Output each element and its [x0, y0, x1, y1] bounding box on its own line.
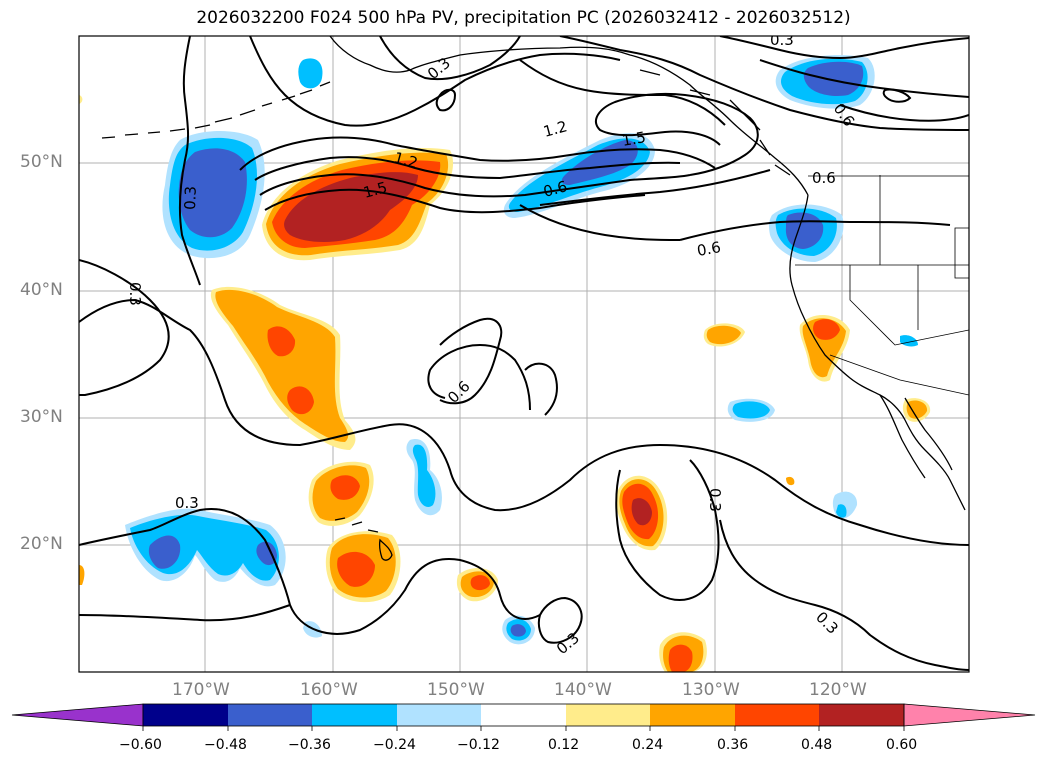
precip-positive-se: [615, 475, 668, 551]
precip-positive-diagonal: [210, 286, 356, 450]
pv-contours: [79, 36, 969, 671]
lat-label-20n: 20°N: [20, 534, 63, 554]
precip-negative-west: [162, 131, 265, 259]
colorbar-segment: [650, 704, 735, 726]
colorbar-segment: [228, 704, 312, 726]
colorbar-tick-label: 0.60: [886, 737, 918, 753]
colorbar-tick-label: −0.36: [288, 737, 331, 753]
lon-label-150w: 150°W: [427, 680, 485, 700]
contour-label: 0.3: [126, 282, 144, 306]
contour-label: 0.3: [770, 31, 794, 49]
colorbar-segment: [566, 704, 650, 726]
colorbar-segment: [481, 704, 566, 726]
colorbar-segment: [312, 704, 397, 726]
colorbar-segment: [735, 704, 819, 726]
contour-label: 1.5: [361, 178, 389, 202]
lon-label-130w: 130°W: [682, 680, 740, 700]
colorbar-extend-low: [11, 703, 144, 727]
lon-label-170w: 170°W: [172, 680, 230, 700]
colorbar-tick-label: 0.24: [632, 737, 664, 753]
contour-label: 0.6: [541, 177, 569, 201]
contour-label: 0.3: [175, 494, 199, 512]
colorbar-tick-label: −0.60: [119, 737, 162, 753]
precip-negative-hawaii: [406, 439, 442, 516]
contour-label: 0.3: [181, 186, 200, 210]
colorbar-segment: [397, 704, 481, 726]
lat-label-50n: 50°N: [20, 152, 63, 172]
lon-label-160w: 160°W: [300, 680, 358, 700]
plot-frame: [78, 35, 970, 673]
precip-negative-ne: [775, 55, 875, 109]
precip-negative-sw: [125, 508, 286, 587]
map-title: 2026032200 F024 500 hPa PV, precipitatio…: [196, 8, 851, 28]
colorbar-tick-label: −0.48: [204, 737, 247, 753]
lat-label-30n: 30°N: [20, 407, 63, 427]
colorbar-tick-label: 0.12: [548, 737, 580, 753]
contour-label: 1.2: [541, 117, 569, 141]
lon-label-140w: 140°W: [554, 680, 612, 700]
colorbar-tick-label: 0.48: [801, 737, 833, 753]
colorbar: [11, 703, 1036, 731]
contour-label: 0.6: [812, 169, 836, 187]
contour-label: 1.5: [621, 128, 648, 150]
colorbar-segment: [143, 704, 228, 726]
precip-negative-small-1: [298, 58, 323, 89]
precip-negative-mid: [503, 133, 655, 218]
borders: [795, 175, 969, 396]
precip-positive-hawaii: [308, 461, 401, 603]
contour-label: 1.2: [392, 148, 420, 172]
colorbar-segment: [819, 704, 904, 726]
lon-label-120w: 120°W: [809, 680, 867, 700]
contour-label: 0.3: [706, 488, 724, 512]
contour-label: 0.6: [696, 238, 723, 260]
coastlines: [101, 36, 966, 561]
colorbar-tick-label: 0.36: [717, 737, 749, 753]
colorbar-extend-high: [903, 703, 1036, 727]
lat-label-40n: 40°N: [20, 280, 63, 300]
colorbar-tick-label: −0.24: [373, 737, 416, 753]
colorbar-tick-label: −0.12: [457, 737, 500, 753]
